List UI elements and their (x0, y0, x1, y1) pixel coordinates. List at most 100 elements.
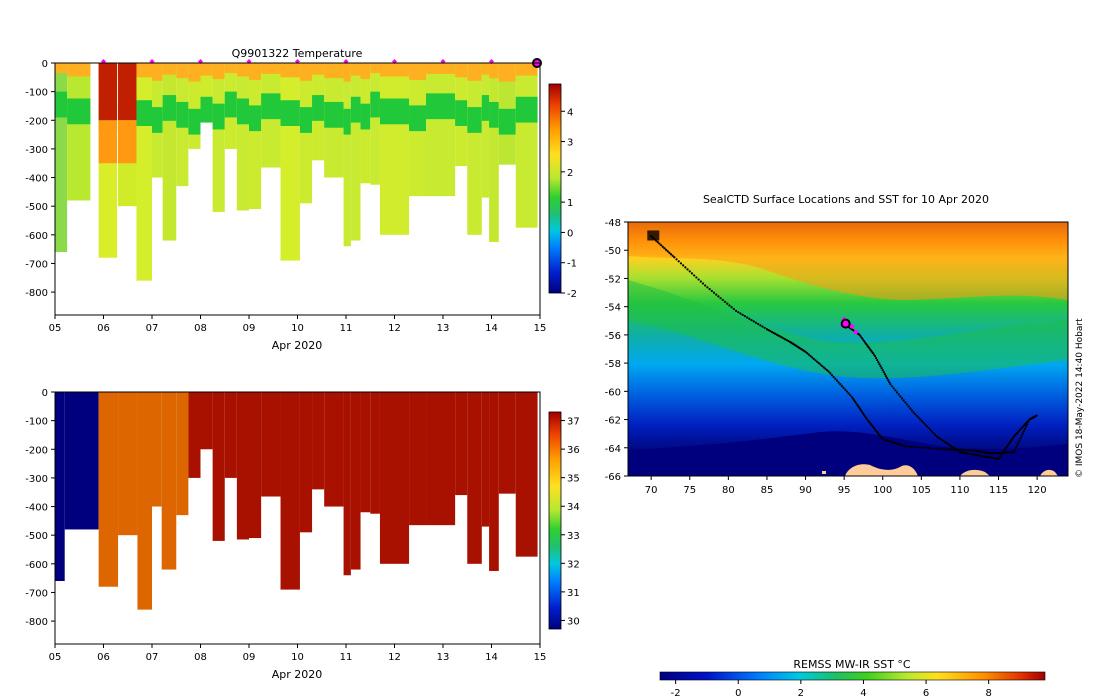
p2-profile-19 (343, 392, 351, 576)
p1-profile-14-surface (261, 63, 281, 74)
track2-point-60 (919, 418, 922, 421)
track-point-143 (886, 439, 889, 442)
p2-profile-2 (98, 392, 119, 587)
p2-xtick-label-1: 06 (97, 652, 110, 663)
track-point-86 (807, 353, 810, 356)
p1-ytick-label-8: -800 (25, 288, 48, 299)
track-point-150 (898, 443, 901, 446)
p1-profile-26-surface (455, 63, 468, 78)
track-point-208 (1009, 451, 1012, 454)
track2-point-65 (927, 426, 930, 430)
track-point-152 (901, 444, 904, 447)
p2-profile-22 (370, 392, 380, 514)
track-point-38 (726, 302, 729, 305)
sst-map-x-axis: 70 75 80 85 90 95 100 105 110 115 120 (645, 476, 1047, 496)
track-point-171 (950, 448, 953, 451)
track2-point-43 (891, 385, 894, 388)
track-point-206 (1006, 451, 1009, 454)
p1-profile-16-thermocline (299, 107, 313, 133)
track2-point-55 (910, 409, 914, 412)
track-point-237 (1035, 414, 1038, 417)
track-point-197 (991, 452, 994, 455)
track-point-178 (965, 449, 968, 452)
track-point-168 (943, 448, 946, 451)
track-point-41 (732, 307, 735, 311)
track-point-196 (989, 452, 992, 455)
p1-profile-21-surface (360, 63, 371, 80)
track2-point-115 (1000, 453, 1003, 456)
track-point-26 (699, 280, 702, 283)
p1-profile-13 (249, 63, 262, 210)
p1-profile-26-thermocline (455, 100, 468, 126)
salinity-cbtick-label-7: 37 (567, 417, 580, 428)
track-point-154 (904, 445, 907, 448)
track-point-181 (972, 449, 975, 452)
map-ytick-label-4: -56 (605, 331, 621, 342)
p1-profile-6-thermocline (162, 95, 177, 121)
track-point-212 (1015, 446, 1018, 449)
p1-profile-14-thermocline (261, 93, 281, 120)
p1-profile-19-thermocline (343, 108, 351, 135)
temperature-cbtick-label-1: -1 (567, 259, 577, 270)
p1-profile-22-surface (370, 63, 380, 74)
track-point-67 (784, 338, 787, 341)
salinity-x-axis: 05 06 07 08 09 10 11 12 13 14 15 (49, 644, 546, 663)
track-point-201 (997, 451, 1001, 455)
track-point-210 (1012, 450, 1016, 454)
p2-profile-21 (360, 392, 371, 513)
p1-xtick-label-3: 08 (194, 323, 207, 334)
p2-profile-10 (212, 392, 225, 541)
track-point-145 (889, 440, 893, 443)
p1-profile-12 (236, 63, 249, 211)
p1-xtick-label-10: 15 (534, 323, 547, 334)
p2-xtick-label-4: 09 (243, 652, 256, 663)
p1-profile-11-surface (224, 63, 237, 74)
track-point-220 (1023, 427, 1027, 430)
map-ytick-label-3: -54 (605, 303, 621, 314)
track2-point-125 (1011, 437, 1014, 440)
p1-profile-6-surface (162, 63, 177, 75)
track-point-153 (903, 444, 906, 447)
track2-point-53 (907, 405, 910, 408)
track2-point-92 (972, 453, 975, 456)
antarctic-coast (845, 464, 1058, 476)
track-point-8 (663, 247, 666, 250)
p1-xtick-label-8: 13 (437, 323, 450, 334)
track2-point-121 (1007, 443, 1010, 446)
track2-point-73 (940, 438, 943, 441)
track2-point-114 (999, 454, 1002, 457)
p1-profile-24-surface (409, 63, 427, 80)
salinity-y-axis: 0 -100 -200 -300 -400 -500 -600 -700 -800 (25, 388, 55, 628)
sst-map-panel: SealCTD Surface Locations and SST for 10… (605, 193, 1085, 699)
track2-point-22 (867, 345, 870, 349)
track-point-111 (849, 394, 852, 397)
p1-profile-4 (136, 63, 152, 281)
p2-xtick-label-9: 14 (485, 652, 498, 663)
p2-profile-0 (55, 392, 65, 581)
p2-profile-8 (188, 392, 201, 478)
map-xtick-label-3: 85 (761, 485, 774, 496)
p1-profile-27-thermocline (467, 107, 482, 133)
p1-profile-20 (350, 63, 361, 241)
map-xtick-label-4: 90 (799, 485, 812, 496)
p2-ytick-label-7: -700 (25, 588, 48, 599)
track-point-84 (804, 350, 807, 353)
track2-point-82 (955, 448, 958, 451)
track-point-44 (739, 312, 742, 315)
p1-profile-19 (343, 63, 351, 247)
p1-profile-5-thermocline (152, 107, 163, 133)
temperature-cbtick-label-0: -2 (567, 289, 577, 300)
track2-point-36 (882, 371, 885, 374)
salinity-cbtick-label-5: 35 (567, 474, 580, 485)
track-point-146 (891, 441, 894, 444)
p1-profile-28-thermocline (481, 95, 490, 121)
track2-point-86 (962, 451, 965, 454)
track2-point-56 (912, 411, 915, 414)
p1-profile-10-surface (212, 63, 225, 80)
map-xtick-label-8: 110 (950, 485, 969, 496)
track-point-87 (809, 354, 812, 358)
track-point-60 (772, 331, 775, 334)
track-point-16 (677, 260, 680, 263)
track2-point-27 (872, 353, 876, 356)
